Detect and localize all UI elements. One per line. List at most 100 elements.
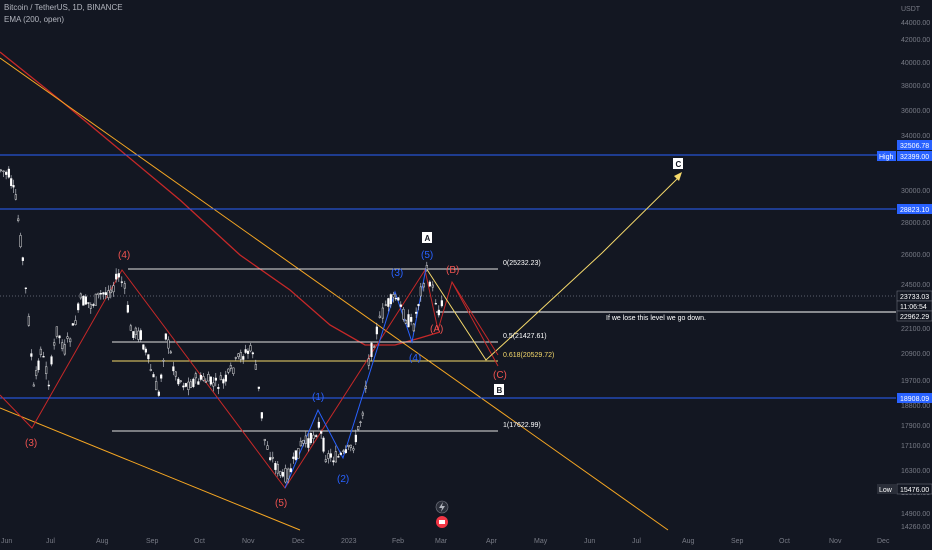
time-axis[interactable]: Jun Jul Aug Sep Oct Nov Dec 2023 Feb Mar Apr May Jun… [1, 538, 890, 545]
earnings-icon[interactable] [436, 516, 448, 528]
wave-red-C: (C) [493, 370, 507, 381]
candle-body [55, 326, 58, 337]
candle-body [324, 459, 327, 463]
candle-body [260, 412, 263, 419]
price-tag-text: 32399.00 [900, 154, 929, 161]
candle-body [117, 273, 120, 278]
time-tick: Jul [46, 538, 55, 545]
candle-body [269, 457, 272, 461]
price-tick: 18800.00 [901, 403, 930, 410]
candle-body [434, 303, 437, 305]
candle-body [30, 353, 33, 357]
candle-body [284, 468, 287, 483]
candle-body [99, 293, 102, 295]
indicator-label[interactable]: EMA (200, open) [4, 15, 65, 24]
candle-body [47, 384, 50, 387]
price-tick: 16300.00 [901, 468, 930, 475]
wave-blue-1: (1) [312, 392, 324, 403]
candle-body [378, 315, 381, 318]
candle-body [21, 257, 24, 261]
candle-body [302, 440, 305, 444]
candle-body [179, 380, 182, 382]
candle-body [292, 456, 295, 459]
candle-body [212, 382, 215, 387]
candle-body [157, 391, 160, 396]
price-tag [897, 151, 932, 161]
candle-body [257, 386, 260, 389]
candle-body [152, 374, 155, 378]
candle-body [50, 356, 53, 365]
candle-body [392, 294, 395, 298]
candle-body [415, 311, 418, 314]
candle-body [97, 292, 100, 296]
candle-body [227, 368, 230, 373]
candle-body [53, 342, 56, 346]
fib-label-0: 0(25232.23) [503, 260, 541, 267]
candle-body [84, 296, 87, 305]
lightning-icon[interactable] [435, 500, 449, 514]
candle-body [10, 178, 13, 186]
boxed-label-C: C [673, 158, 683, 169]
fib-label-0618: 0.618(20529.72) [503, 352, 554, 359]
price-tag-badge-text: Low [879, 487, 893, 494]
time-tick: 2023 [341, 538, 357, 545]
candle-body [332, 460, 335, 463]
candle-body [79, 293, 82, 299]
candle-body [320, 431, 323, 434]
boxed-label-B: B [494, 384, 504, 395]
time-tick: Dec [877, 538, 890, 545]
time-tick: Nov [829, 538, 842, 545]
candle-body [347, 444, 350, 447]
candle-body [199, 374, 202, 380]
candle-body [182, 385, 185, 388]
candle-body [384, 304, 387, 306]
price-tick: 36000.00 [901, 108, 930, 115]
candle-body [417, 304, 420, 307]
candle-body [440, 300, 443, 307]
candle-body [239, 352, 242, 360]
candle-body [123, 283, 126, 289]
candle-body [410, 317, 413, 322]
candle-body [160, 374, 163, 379]
price-tick: 26000.00 [901, 252, 930, 259]
price-tick: 17100.00 [901, 443, 930, 450]
candle-body [197, 381, 200, 385]
candle-body [87, 302, 90, 304]
wave-red-3: (3) [25, 438, 37, 449]
candle-body [422, 283, 425, 288]
candle-body [94, 293, 97, 306]
candle-body [276, 464, 279, 474]
candle-body [66, 336, 69, 339]
candle-body [162, 360, 165, 362]
price-tick: 40000.00 [901, 60, 930, 67]
price-axis[interactable]: USDT 44000.00 42000.00 40000.00 38000.00 3600… [877, 6, 932, 531]
wave-blue-4: (4) [409, 353, 421, 364]
candle-body [399, 304, 402, 307]
currency-label: USDT [901, 6, 921, 13]
symbol-title[interactable]: Bitcoin / TetherUS, 1D, BINANCE [4, 3, 123, 12]
candle-body [242, 356, 245, 360]
svg-text:B: B [497, 386, 503, 395]
candle-body [134, 327, 137, 335]
candle-body [32, 384, 35, 387]
candle-body [217, 387, 220, 389]
candle-body [126, 304, 129, 313]
candle-body [407, 314, 410, 328]
candle-body [149, 369, 152, 371]
candle-body [402, 308, 405, 320]
candle-body [327, 453, 330, 459]
candle-body [428, 281, 431, 287]
candle-body [297, 448, 300, 459]
candle-body [45, 366, 48, 374]
time-tick: Sep [731, 538, 744, 545]
candle-body [354, 434, 357, 443]
price-tick: 17900.00 [901, 423, 930, 430]
note-text: If we lose this level we go down. [606, 315, 706, 322]
time-tick: Feb [392, 538, 404, 545]
candle-body [349, 444, 352, 448]
time-tick: Aug [682, 538, 695, 545]
candle-body [322, 437, 325, 452]
candle-body [202, 376, 205, 381]
candle-body [69, 338, 72, 343]
